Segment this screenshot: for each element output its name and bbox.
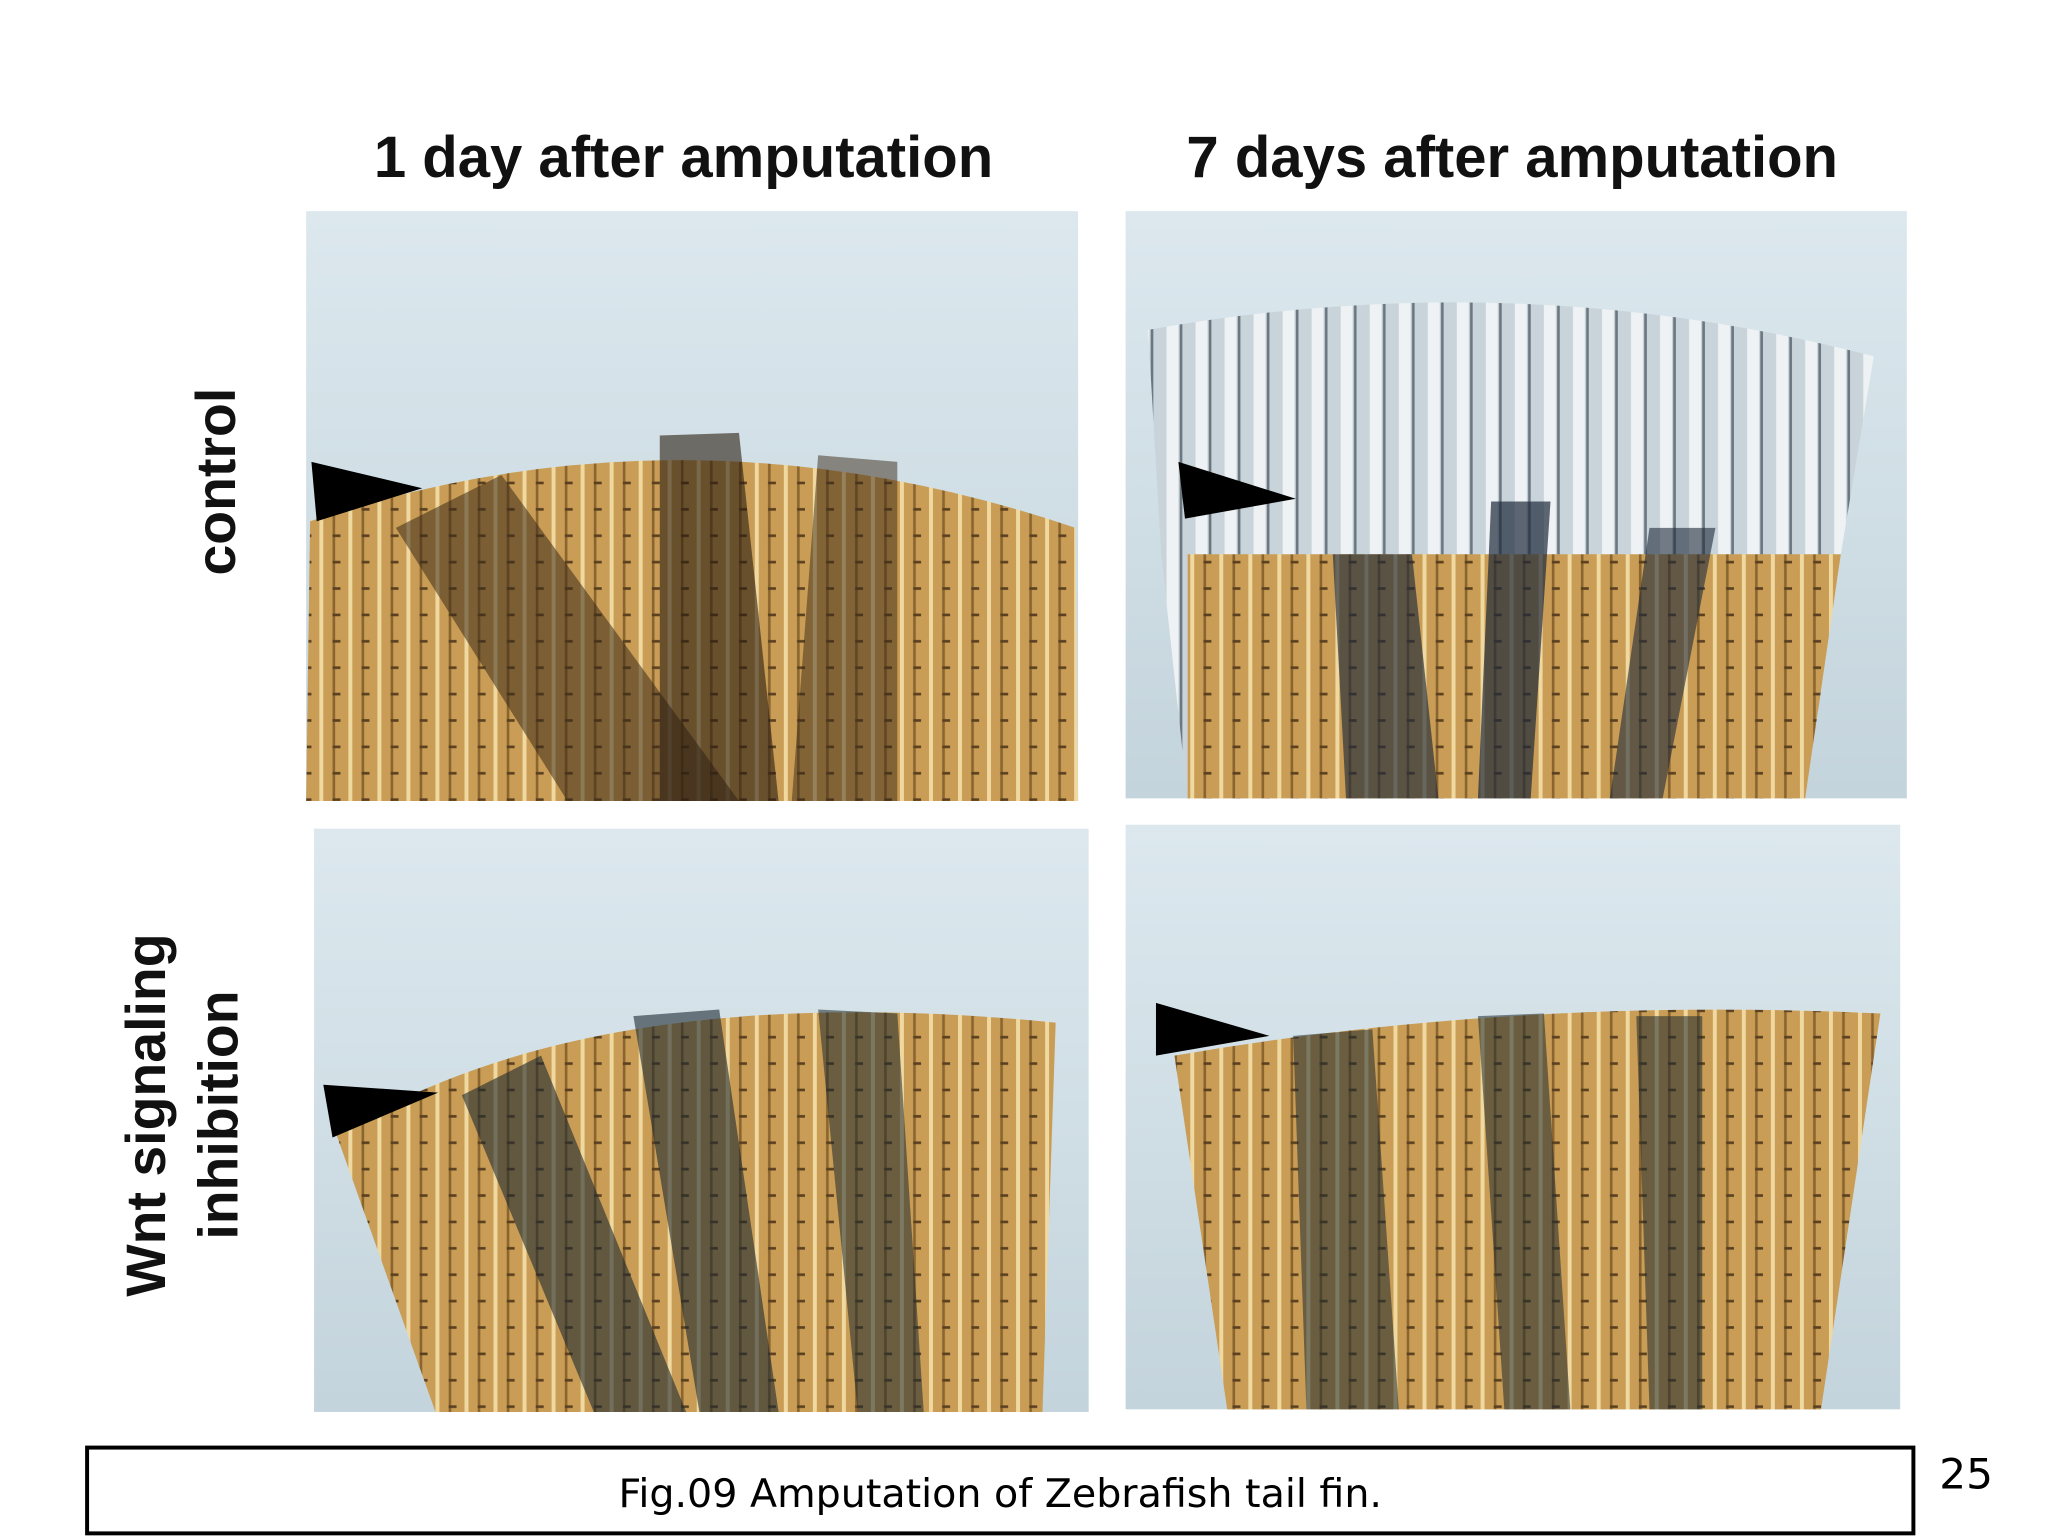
photo-panel <box>1125 824 1901 1410</box>
caption: Fig.09 Amputation of Zebrafish tail fin. <box>618 1471 1382 1517</box>
column-header: 1 day after amputation <box>374 125 993 190</box>
caption-box: Fig.09 Amputation of Zebrafish tail fin. <box>85 1445 1916 1536</box>
row-labels: control Wnt signaling inhibition <box>115 388 250 1297</box>
column-headers: 1 day after amputation 7 days after ampu… <box>374 125 1838 190</box>
row-label: inhibition <box>188 990 250 1239</box>
row-label: Wnt signaling <box>115 933 177 1296</box>
photo-panel <box>1125 211 1907 799</box>
page-number: 25 <box>1939 1449 1993 1498</box>
photo-panel <box>314 828 1089 1412</box>
photo-panel <box>306 211 1079 801</box>
column-header: 7 days after amputation <box>1186 125 1838 190</box>
row-label: control <box>185 388 247 576</box>
